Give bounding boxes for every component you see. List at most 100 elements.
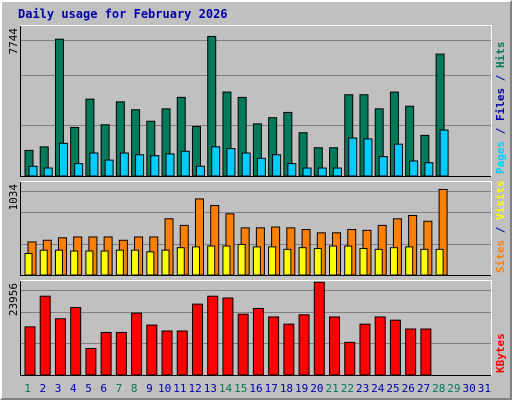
kbytes-bar <box>237 313 249 376</box>
x-tick-label: 29 <box>447 382 460 395</box>
panel-0-ymax-label: 7744 <box>7 28 20 55</box>
x-tick-label: 7 <box>116 382 123 395</box>
kbytes-bar <box>222 297 234 376</box>
visits-bar <box>39 249 48 276</box>
kbytes-bar <box>24 326 36 376</box>
x-tick-label: 21 <box>326 382 339 395</box>
files-bar <box>287 163 297 177</box>
x-tick-label: 23 <box>356 382 369 395</box>
visits-bar <box>191 246 200 276</box>
visits-bar <box>405 246 414 276</box>
files-bar <box>363 138 373 177</box>
files-bar <box>226 148 236 177</box>
kbytes-bar <box>54 318 66 376</box>
legend-sites-visits-segment-0: Sites <box>494 240 507 273</box>
visits-bar <box>268 246 277 276</box>
x-tick-label: 25 <box>386 382 399 395</box>
visits-bar <box>24 253 33 276</box>
kbytes-bar <box>146 324 158 376</box>
files-bar <box>439 129 449 177</box>
kbytes-bar <box>313 281 325 376</box>
kbytes-bar <box>39 295 51 376</box>
files-bar <box>211 146 221 177</box>
x-tick-label: 20 <box>310 382 323 395</box>
kbytes-bar <box>176 330 188 376</box>
panel-2-ymax-label: 23956 <box>7 283 20 316</box>
legend-kbytes-segment-0: KBytes <box>494 333 507 373</box>
x-tick-label: 28 <box>432 382 445 395</box>
files-bar <box>241 152 251 177</box>
x-tick-label: 16 <box>249 382 262 395</box>
x-tick-label: 15 <box>234 382 247 395</box>
x-tick-label: 9 <box>146 382 153 395</box>
visits-bar <box>207 245 216 276</box>
x-tick-label: 19 <box>295 382 308 395</box>
x-tick-label: 5 <box>85 382 92 395</box>
files-bar <box>28 165 38 177</box>
panel-1-ymax-label: 1034 <box>7 184 20 211</box>
visits-bar <box>237 243 246 276</box>
x-tick-label: 2 <box>40 382 47 395</box>
files-bar <box>317 167 327 177</box>
visits-bar <box>146 251 155 276</box>
files-bar <box>256 157 266 177</box>
kbytes-bar <box>131 312 143 376</box>
kbytes-bar <box>191 303 203 376</box>
x-tick-label: 18 <box>280 382 293 395</box>
kbytes-bar <box>268 316 280 376</box>
x-tick-label: 11 <box>173 382 186 395</box>
files-bar <box>165 153 175 177</box>
legend-sites-visits-segment-1: / <box>494 220 507 240</box>
files-bar <box>104 159 114 177</box>
legend-hits-files-pages-segment-4: Hits <box>494 42 507 69</box>
visits-bar <box>252 246 261 276</box>
visits-bar <box>70 250 79 276</box>
visits-bar <box>420 248 429 276</box>
visits-bar <box>389 247 398 276</box>
files-bar <box>424 162 434 177</box>
visits-bar <box>329 245 338 276</box>
legend-hits-files-pages: Pages / Files / Hits <box>494 42 507 175</box>
x-tick-label: 14 <box>219 382 233 395</box>
kbytes-bar <box>420 328 432 376</box>
legend-hits-files-pages-segment-2: Files <box>494 88 507 121</box>
kbytes-bar <box>283 323 295 376</box>
kbytes-bar <box>329 316 341 376</box>
x-tick-label: 6 <box>100 382 107 395</box>
visits-bar <box>131 249 140 276</box>
x-tick-label: 22 <box>341 382 354 395</box>
visits-bar <box>359 248 368 276</box>
chart-title: Daily usage for February 2026 <box>18 7 228 21</box>
x-tick-label: 30 <box>463 382 476 395</box>
visits-bar <box>85 250 94 276</box>
files-bar <box>89 152 99 177</box>
visits-bar <box>313 248 322 276</box>
x-tick-label: 3 <box>55 382 62 395</box>
visits-bar <box>161 249 170 276</box>
kbytes-bar <box>405 328 417 376</box>
x-tick-label: 27 <box>417 382 430 395</box>
visits-bar <box>115 249 124 276</box>
kbytes-bar <box>161 330 173 376</box>
visits-bar <box>344 245 353 276</box>
kbytes-bar <box>100 331 112 376</box>
legend-sites-visits-segment-2: Visits <box>494 180 507 220</box>
legend-hits-files-pages-segment-0: Pages <box>494 141 507 174</box>
x-tick-label: 17 <box>265 382 278 395</box>
files-bar <box>135 154 145 177</box>
kbytes-bar <box>115 331 127 376</box>
kbytes-bar <box>344 341 356 376</box>
visits-bar <box>100 250 109 276</box>
kbytes-bar <box>389 319 401 376</box>
x-tick-label: 4 <box>70 382 77 395</box>
x-tick-label: 10 <box>158 382 171 395</box>
x-tick-label: 8 <box>131 382 138 395</box>
legend-sites-visits: Sites / Visits <box>494 180 507 273</box>
files-bar <box>58 142 68 177</box>
legend-hits-files-pages-segment-1: / <box>494 121 507 141</box>
x-tick-label: 26 <box>402 382 415 395</box>
files-bar <box>43 167 53 177</box>
files-bar <box>150 155 160 177</box>
visits-bar <box>54 249 63 276</box>
